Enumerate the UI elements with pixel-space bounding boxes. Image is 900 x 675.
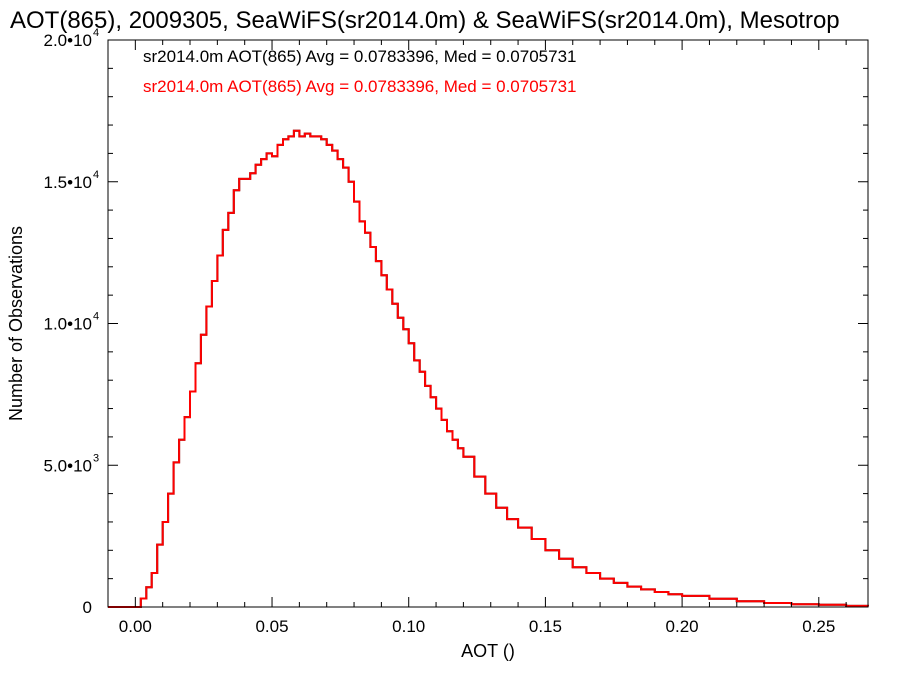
annotations: sr2014.0m AOT(865) Avg = 0.0783396, Med … <box>143 47 577 96</box>
annotation-1: sr2014.0m AOT(865) Avg = 0.0783396, Med … <box>143 47 577 66</box>
series-line-1 <box>108 129 869 608</box>
x-tick-label: 0.05 <box>255 617 288 636</box>
y-tick-mantissa: 1.5•10 <box>44 173 93 192</box>
y-tick-mantissa: 5.0•10 <box>44 456 93 475</box>
x-tick-label: 0.15 <box>529 617 562 636</box>
x-axis-label: AOT () <box>461 641 515 661</box>
y-axis-label: Number of Observations <box>6 226 26 421</box>
series-line-2 <box>108 129 869 608</box>
x-tick-label: 0.10 <box>392 617 425 636</box>
y-tick-label: 1.5•10 <box>44 173 93 192</box>
x-axis: 0.00 0.05 0.10 0.15 0.20 0.25 <box>107 40 847 636</box>
chart-title: AOT(865), 2009305, SeaWiFS(sr2014.0m) & … <box>10 7 840 34</box>
y-axis: 05.0•10 31.0•10 41.5•10 42.0•10 4 <box>44 27 868 617</box>
y-tick-mantissa: 0 <box>83 598 92 617</box>
y-tick-mantissa: 2.0•10 <box>44 31 93 50</box>
y-tick-mantissa: 1.0•10 <box>44 315 93 334</box>
plot-frame <box>107 39 869 608</box>
y-tick-label: 0 <box>83 598 92 617</box>
y-tick-exponent: 4 <box>93 169 99 181</box>
y-tick-label: 1.0•10 <box>44 315 93 334</box>
y-tick-label: 5.0•10 <box>44 456 93 475</box>
annotation-2: sr2014.0m AOT(865) Avg = 0.0783396, Med … <box>143 77 577 96</box>
y-tick-exponent: 4 <box>93 311 99 323</box>
x-tick-label: 0.20 <box>666 617 699 636</box>
y-tick-exponent: 4 <box>93 27 99 39</box>
y-tick-label: 2.0•10 <box>44 31 93 50</box>
x-tick-label: 0.00 <box>119 617 152 636</box>
y-tick-exponent: 3 <box>93 452 99 464</box>
x-tick-label: 0.25 <box>802 617 835 636</box>
series-group <box>108 129 869 608</box>
